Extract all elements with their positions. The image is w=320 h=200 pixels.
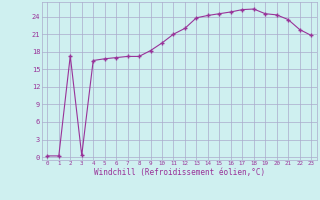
X-axis label: Windchill (Refroidissement éolien,°C): Windchill (Refroidissement éolien,°C) [94, 168, 265, 177]
